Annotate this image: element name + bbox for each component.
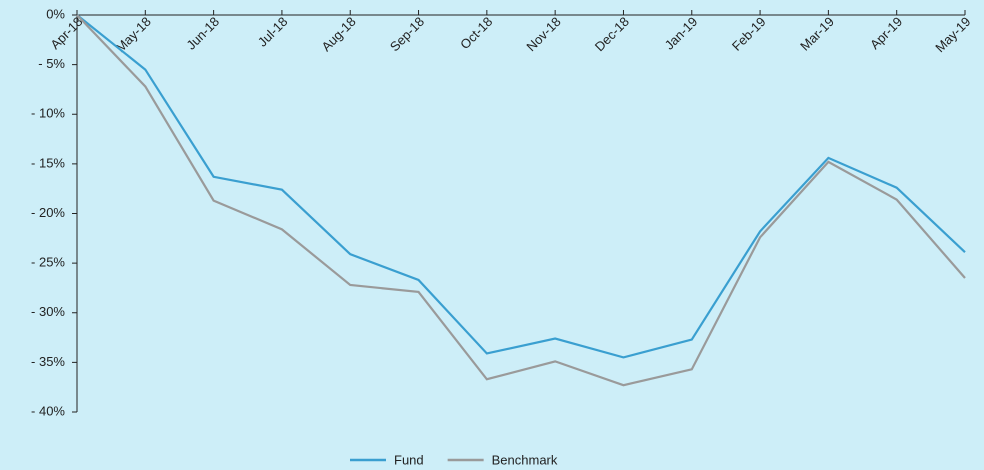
y-tick-label: - 35% — [31, 354, 65, 369]
y-tick-label: - 10% — [31, 106, 65, 121]
y-tick-label: - 5% — [38, 56, 65, 71]
series-line — [76, 14, 966, 387]
legend-label: Benchmark — [492, 452, 558, 467]
y-tick-label: - 30% — [31, 304, 65, 319]
series-line — [76, 14, 966, 359]
y-tick-label: - 40% — [31, 403, 65, 418]
y-tick-label: 0% — [46, 6, 65, 21]
legend-label: Fund — [394, 452, 424, 467]
y-tick-label: - 25% — [31, 255, 65, 270]
y-tick-label: - 20% — [31, 205, 65, 220]
y-tick-label: - 15% — [31, 155, 65, 170]
